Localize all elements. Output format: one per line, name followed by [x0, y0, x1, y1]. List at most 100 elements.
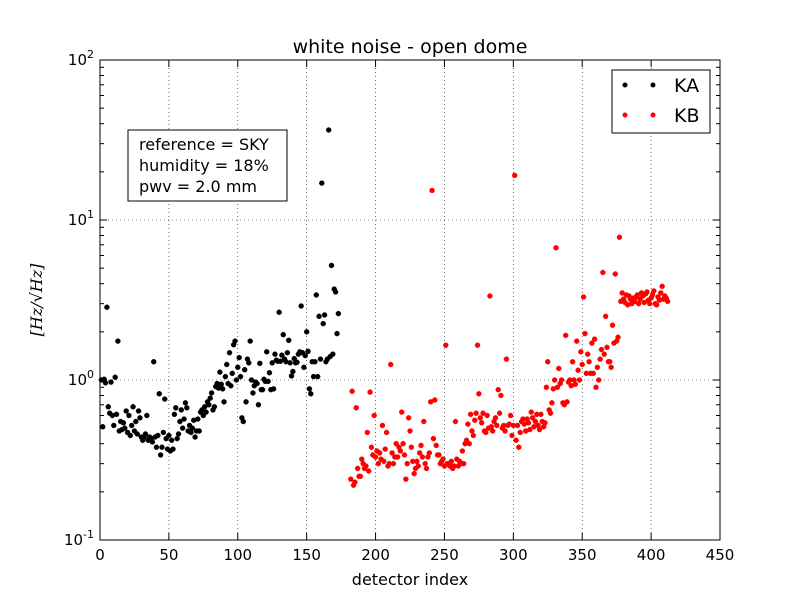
data-point-ka [219, 386, 226, 392]
data-point-kb [576, 377, 583, 383]
data-point-kb [364, 429, 370, 436]
data-point-kb [545, 359, 551, 365]
data-point-kb [421, 418, 427, 425]
data-point-ka [149, 439, 156, 445]
data-point-kb [433, 442, 439, 449]
data-points [98, 127, 671, 488]
data-point-ka [135, 408, 142, 414]
data-point-kb [580, 294, 587, 300]
data-point-kb [422, 460, 428, 467]
data-point-kb [474, 342, 481, 348]
data-point-ka [254, 380, 260, 387]
data-point-ka [222, 373, 229, 380]
data-point-ka [166, 432, 172, 439]
data-point-ka [264, 349, 270, 355]
data-point-kb [589, 340, 595, 346]
data-point-kb [547, 410, 554, 416]
data-point-kb [509, 432, 515, 439]
data-point-ka [160, 429, 167, 436]
data-point-kb [492, 415, 499, 421]
annotation-pwv: pwv = 2.0 mm [139, 177, 257, 196]
data-point-kb [597, 356, 603, 362]
data-point-kb [414, 458, 420, 465]
y-axis-label: [Hz/√Hz] [27, 263, 46, 337]
data-point-kb [598, 346, 605, 353]
data-point-ka [144, 412, 150, 419]
data-point-kb [644, 289, 650, 295]
data-point-kb [405, 415, 412, 421]
data-point-ka [255, 402, 262, 408]
data-point-kb [594, 364, 601, 371]
data-point-kb [527, 426, 533, 433]
data-point-kb [489, 428, 496, 434]
data-point-kb [496, 410, 503, 416]
legend-label-kb: KB [674, 105, 700, 127]
data-point-ka [126, 412, 132, 419]
data-point-kb [569, 359, 576, 365]
data-point-ka [113, 411, 120, 418]
data-point-kb [472, 417, 478, 423]
data-point-kb [591, 336, 598, 342]
data-point-kb [549, 400, 555, 406]
data-point-ka [228, 383, 234, 389]
x-tick-label: 300 [499, 546, 528, 564]
data-point-kb [353, 405, 359, 411]
data-point-ka [134, 431, 140, 437]
data-point-kb [600, 269, 606, 276]
data-point-ka [306, 386, 313, 392]
data-point-kb [609, 322, 616, 328]
data-point-kb [440, 456, 446, 462]
data-point-kb [578, 349, 584, 355]
data-point-kb [423, 465, 430, 472]
axes-frame [99, 59, 721, 541]
data-point-kb [416, 450, 423, 456]
data-point-kb [430, 435, 437, 442]
data-point-ka [175, 431, 182, 437]
data-point-ka [276, 309, 282, 315]
data-point-ka [179, 425, 186, 431]
data-point-kb [465, 421, 471, 427]
data-point-kb [498, 392, 504, 399]
data-point-ka [100, 424, 106, 430]
data-point-ka [224, 361, 230, 368]
data-point-ka [153, 444, 160, 450]
data-point-kb [596, 377, 602, 383]
data-point-kb [602, 313, 609, 320]
x-tick-label: 400 [637, 546, 666, 564]
data-point-ka [108, 379, 114, 385]
x-tick-labels: 0 50 100 150 200 250 300 350 400 450 [95, 546, 734, 564]
legend-marker-kb-right [650, 112, 656, 118]
data-point-kb [572, 381, 579, 387]
data-point-kb [562, 332, 569, 339]
data-point-kb [612, 271, 618, 277]
data-point-ka [151, 359, 157, 365]
legend: KA KB [611, 69, 711, 134]
data-point-kb [354, 465, 361, 472]
data-point-ka [301, 364, 307, 371]
data-point-kb [664, 298, 671, 305]
data-point-ka [195, 416, 201, 422]
data-point-ka [314, 373, 321, 380]
data-point-kb [357, 473, 364, 480]
data-point-kb [543, 384, 550, 391]
data-point-ka [243, 399, 249, 405]
data-point-ka [207, 395, 213, 401]
data-point-kb [469, 428, 475, 434]
data-point-ka [177, 418, 183, 425]
data-point-kb [379, 422, 386, 429]
data-point-ka [173, 405, 179, 411]
data-point-kb [659, 283, 665, 290]
data-point-kb [536, 426, 543, 433]
data-point-kb [459, 448, 466, 454]
data-point-ka [159, 444, 165, 450]
data-point-ka [302, 352, 308, 359]
legend-label-ka: KA [674, 75, 699, 97]
data-point-ka [294, 359, 300, 366]
annotation-frame [127, 129, 288, 202]
data-point-ka [104, 304, 110, 310]
data-point-kb [415, 463, 421, 469]
data-point-kb [399, 409, 405, 415]
data-point-ka [286, 337, 292, 344]
data-point-ka [178, 407, 184, 413]
data-point-ka [192, 434, 198, 440]
